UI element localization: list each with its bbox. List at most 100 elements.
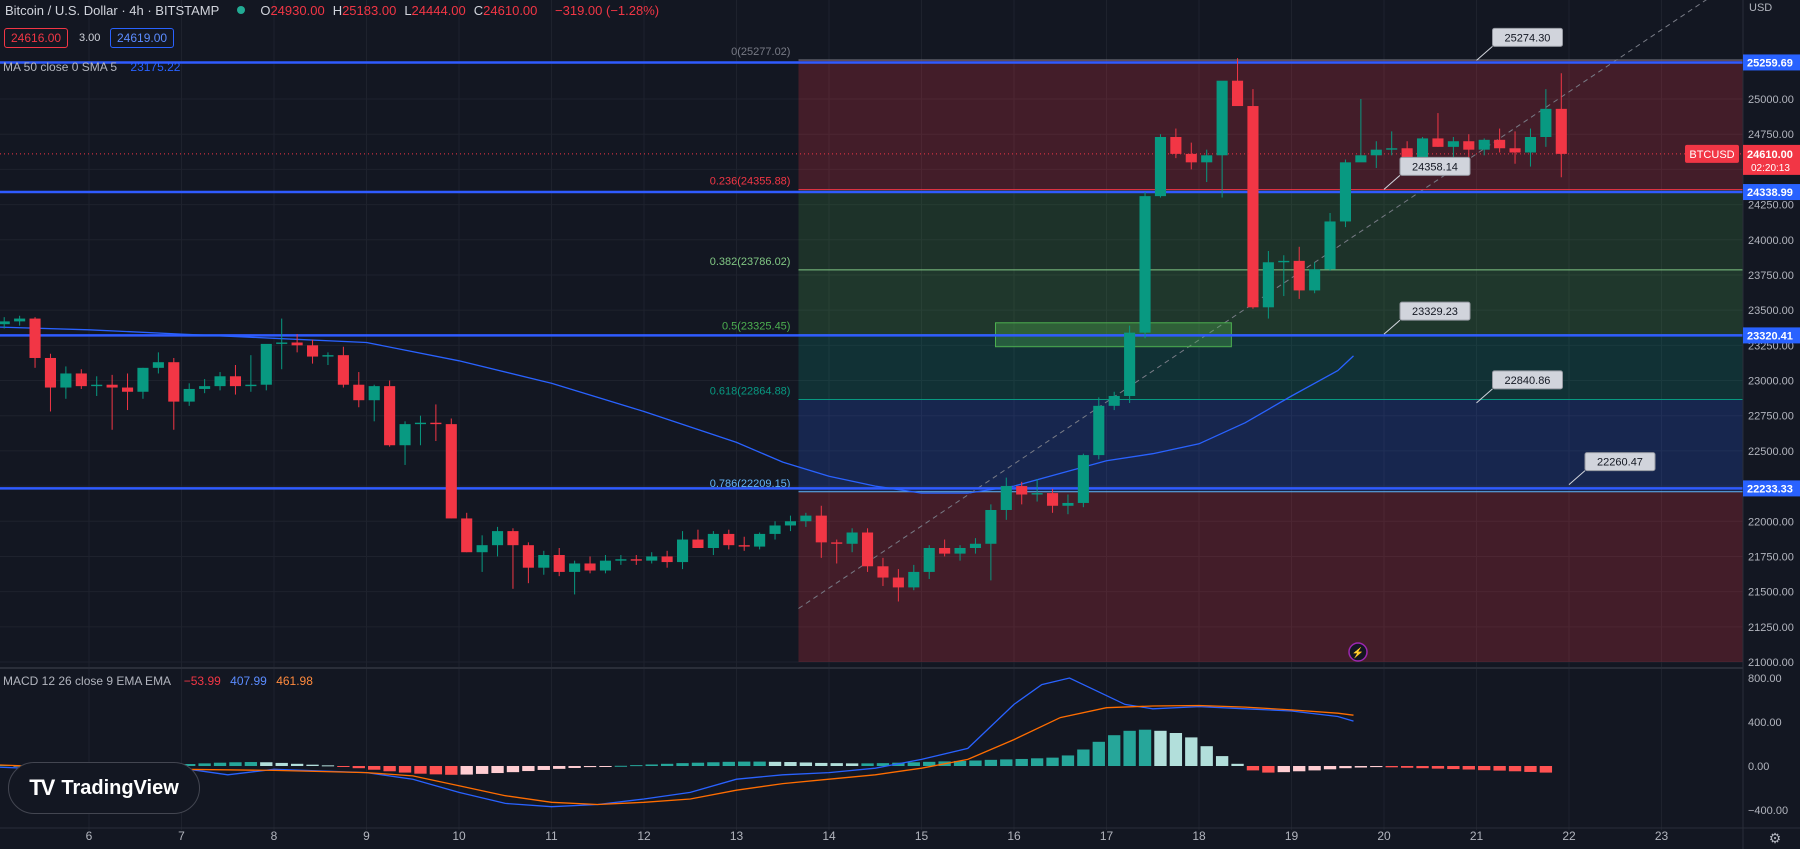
symbol-title[interactable]: Bitcoin / U.S. Dollar · 4h · BITSTAMP [5,3,220,18]
candle-body[interactable] [14,318,26,322]
candle-body[interactable] [106,384,118,388]
tradingview-logo[interactable]: TV TradingView [8,762,200,814]
candle-body[interactable] [1216,80,1228,156]
candle-body[interactable] [291,342,303,346]
candle-body[interactable] [1309,269,1321,291]
buy-price-button[interactable]: 24619.00 [110,28,175,48]
candle-body[interactable] [522,545,534,568]
candle-body[interactable] [384,386,396,446]
candle-body[interactable] [584,563,596,571]
candle-body[interactable] [707,533,719,548]
candle-body[interactable] [1139,196,1151,333]
candle-body[interactable] [414,422,427,425]
candle-body[interactable] [1031,493,1043,495]
current-price-tag[interactable] [1743,144,1800,175]
candle-body[interactable] [306,345,319,357]
candle-body[interactable] [553,555,565,572]
alert-icon[interactable] [1348,642,1368,662]
candle-body[interactable] [1278,260,1290,263]
candle-body[interactable] [445,424,457,519]
candle-body[interactable] [1231,80,1244,107]
candle-body[interactable] [538,555,550,568]
level-price-tag[interactable] [1743,480,1800,497]
candle-body[interactable] [1524,137,1537,153]
candle-body[interactable] [615,559,627,561]
candle-body[interactable] [461,518,473,553]
candle-body[interactable] [877,566,889,578]
candle-body[interactable] [846,532,858,544]
candle-body[interactable] [1170,137,1182,154]
candle-body[interactable] [199,386,211,389]
candle-body[interactable] [491,531,504,546]
candle-body[interactable] [676,539,689,563]
candle-body[interactable] [831,542,843,544]
currency-label[interactable]: USD [1749,2,1773,14]
candle-body[interactable] [183,388,195,402]
candle-body[interactable] [738,545,750,547]
candle-body[interactable] [1293,260,1305,291]
candle-body[interactable] [908,571,920,588]
candle-body[interactable] [44,357,57,388]
candle-body[interactable] [337,355,349,385]
candle-body[interactable] [1062,502,1074,506]
price-axis[interactable] [1743,0,1800,849]
candle-body[interactable] [245,384,257,387]
candle-body[interactable] [75,373,87,387]
candle-body[interactable] [599,560,612,571]
level-price-tag[interactable] [1743,327,1800,344]
candle-body[interactable] [569,563,581,572]
sell-price-button[interactable]: 24616.00 [4,28,69,48]
candle-body[interactable] [1555,108,1567,154]
candle-body[interactable] [969,543,982,548]
candle-body[interactable] [1077,455,1089,503]
candle-body[interactable] [1247,106,1259,308]
callout-box[interactable] [1399,156,1471,176]
candle-body[interactable] [1154,137,1167,197]
candle-body[interactable] [861,532,874,567]
candle-body[interactable] [784,521,797,526]
symbol-tag[interactable] [1685,144,1739,163]
candle-body[interactable] [91,384,103,387]
level-price-tag[interactable] [1743,184,1800,201]
candle-body[interactable] [630,559,642,561]
candle-body[interactable] [1355,155,1367,163]
candle-body[interactable] [800,515,812,522]
candle-body[interactable] [1509,148,1521,153]
candle-body[interactable] [399,424,411,446]
callout-box[interactable] [1492,27,1563,47]
candle-body[interactable] [1185,153,1197,163]
candle-body[interactable] [214,376,226,387]
candle-body[interactable] [769,525,781,534]
macd-legend[interactable]: MACD 12 26 close 9 EMA EMA −53.99 407.99… [3,674,313,688]
candle-body[interactable] [939,547,951,554]
candle-body[interactable] [0,321,10,325]
trend-line[interactable] [798,0,1726,609]
candle-body[interactable] [29,318,41,358]
candle-body[interactable] [892,577,904,588]
candle-body[interactable] [1339,162,1352,222]
candle-body[interactable] [1016,486,1028,495]
candle-body[interactable] [1093,405,1105,456]
candle-body[interactable] [1447,141,1459,147]
candle-body[interactable] [168,362,180,402]
callout-box[interactable] [1399,301,1471,321]
candle-body[interactable] [723,533,735,546]
candle-body[interactable] [1478,139,1490,150]
candle-body[interactable] [1386,148,1398,150]
callout-box[interactable] [1492,370,1563,390]
candle-body[interactable] [1108,395,1120,406]
candle-body[interactable] [954,547,966,554]
candle-body[interactable] [1046,493,1059,506]
candle-body[interactable] [368,386,380,401]
candle-body[interactable] [60,373,72,388]
candle-body[interactable] [923,547,935,572]
candle-body[interactable] [985,509,997,544]
candle-body[interactable] [1463,141,1475,150]
candle-body[interactable] [322,355,334,357]
candle-body[interactable] [1000,486,1012,510]
candle-body[interactable] [260,343,272,385]
candle-body[interactable] [1201,155,1213,163]
candle-body[interactable] [507,531,519,546]
candle-body[interactable] [661,556,673,563]
